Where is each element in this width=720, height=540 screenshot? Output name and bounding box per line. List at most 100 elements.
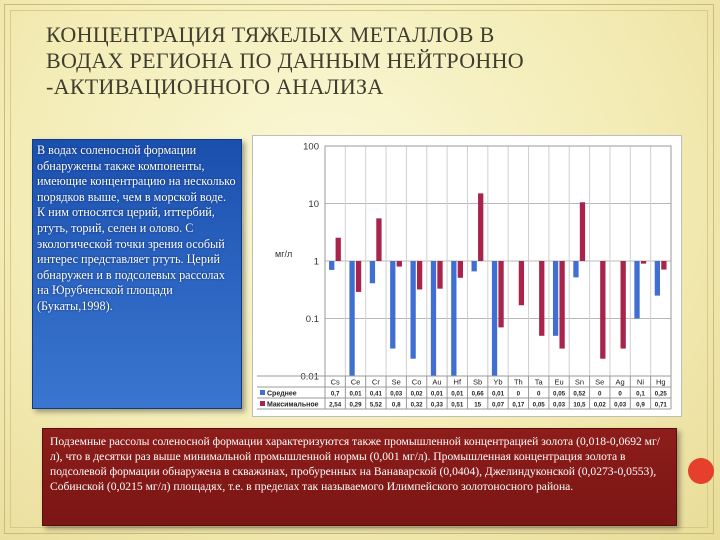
data-label: 0,8 [392,402,401,409]
data-label: 10,5 [573,402,586,409]
data-label: 0,71 [655,402,668,409]
data-label: 0,03 [553,402,566,409]
bar-avg [410,261,416,359]
x-tick-label: Eu [554,378,563,387]
data-label: 0,05 [533,402,546,409]
bottom-text: Подземные рассолы соленосной формации ха… [50,435,660,493]
data-label: 0,25 [655,391,668,398]
slide-title: КОНЦЕНТРАЦИЯ ТЯЖЕЛЫХ МЕТАЛЛОВ В ВОДАХ РЕ… [46,22,524,99]
legend-label: Среднее [267,391,297,398]
bar-max [640,261,647,264]
bar-max [355,261,362,292]
bar-max [335,237,341,261]
bar-max [376,218,382,261]
left-text: В водах соленосной формации обнаружены т… [37,143,236,313]
data-label: 5,52 [370,402,383,409]
bar-max [457,261,463,278]
data-label: 0,51 [451,402,464,409]
slide-frame-inner [10,10,708,528]
y-tick-label: 1 [314,257,319,268]
y-tick-label: 100 [303,142,319,153]
bar-max [437,261,443,289]
x-tick-label: Ag [616,378,625,387]
x-tick-label: Th [514,378,523,387]
y-tick-label: 10 [308,199,319,210]
x-tick-label: Ni [637,378,644,387]
data-label: 0,02 [411,391,424,398]
x-tick-label: Sb [473,378,482,387]
bar-avg [634,261,640,319]
data-label: 0,03 [614,402,627,409]
x-tick-label: Se [595,378,604,387]
y-axis-label: мг/л [275,249,292,259]
bar-avg [369,261,376,284]
data-label: 0 [618,391,622,398]
x-tick-label: Au [432,378,441,387]
data-label: 0 [517,391,521,398]
data-label: 0,02 [594,402,607,409]
bar-max [498,261,504,328]
decorative-circle [688,458,714,484]
x-tick-label: Cs [331,378,340,387]
legend-swatch [260,401,265,406]
data-label: 0,52 [573,391,586,398]
bar-max [600,261,606,359]
data-label: 0,1 [636,391,645,398]
data-label: 0,05 [553,391,566,398]
data-label: 0,01 [492,391,505,398]
data-label: 0,66 [472,391,485,398]
data-label: 15 [474,402,481,409]
data-label: 0,41 [370,391,383,398]
data-label: 0,17 [512,402,525,409]
bar-avg [552,261,559,336]
slide-frame-outer [4,4,714,534]
bar-max [518,261,525,306]
bar-avg [573,261,579,278]
bar-avg [430,261,437,376]
bar-avg [491,261,498,376]
data-label: 0 [537,391,541,398]
chart-panel: 100 10 1 0.1 0.01 мг/л Cs Ce Cr Se Co Au Hf Sb Yb Th Ta E… [252,135,682,417]
data-label: 0,01 [350,391,363,398]
data-label: 0,7 [331,391,340,398]
left-text-box: В водах соленосной формации обнаружены т… [32,139,242,409]
data-label: 0,9 [636,402,645,409]
bottom-text-box: Подземные рассолы соленосной формации ха… [42,428,677,526]
bar-max [620,261,626,349]
x-tick-label: Ta [535,378,544,387]
data-label: 0,03 [390,391,403,398]
bar-max [478,193,484,261]
data-label: 2,54 [329,402,342,409]
legend-swatch [260,390,265,395]
y-tick-label: 0.1 [306,314,319,325]
bar-avg [451,261,457,376]
bar-max [416,261,423,290]
y-tick-label: 0.01 [301,372,320,383]
data-label: 0,01 [431,391,444,398]
bar-chart: 100 10 1 0.1 0.01 мг/л Cs Ce Cr Se Co Au Hf Sb Yb Th Ta E… [257,142,672,410]
data-label: 0,32 [411,402,424,409]
x-tick-label: Yb [493,378,502,387]
bar-max [539,261,545,336]
data-label: 0,33 [431,402,444,409]
data-label: 0,07 [492,402,505,409]
bar-avg [349,261,355,376]
legend-label: Максимальное [267,402,319,409]
x-tick-label: Hg [656,378,666,387]
x-tick-label: Se [392,378,401,387]
x-tick-label: Ce [351,378,361,387]
bar-avg [390,261,396,349]
x-tick-label: Cr [372,378,380,387]
x-tick-label: Sn [575,378,584,387]
data-label: 0,01 [451,391,464,398]
data-label: 0 [598,391,602,398]
bar-avg [329,261,335,270]
bar-avg [654,261,661,296]
bar-max [396,261,402,267]
bar-avg [471,261,477,272]
data-label: 0,29 [350,402,363,409]
x-tick-label: Co [412,378,422,387]
bar-max [579,202,586,261]
x-tick-label: Hf [454,378,462,387]
bar-max [661,261,667,270]
